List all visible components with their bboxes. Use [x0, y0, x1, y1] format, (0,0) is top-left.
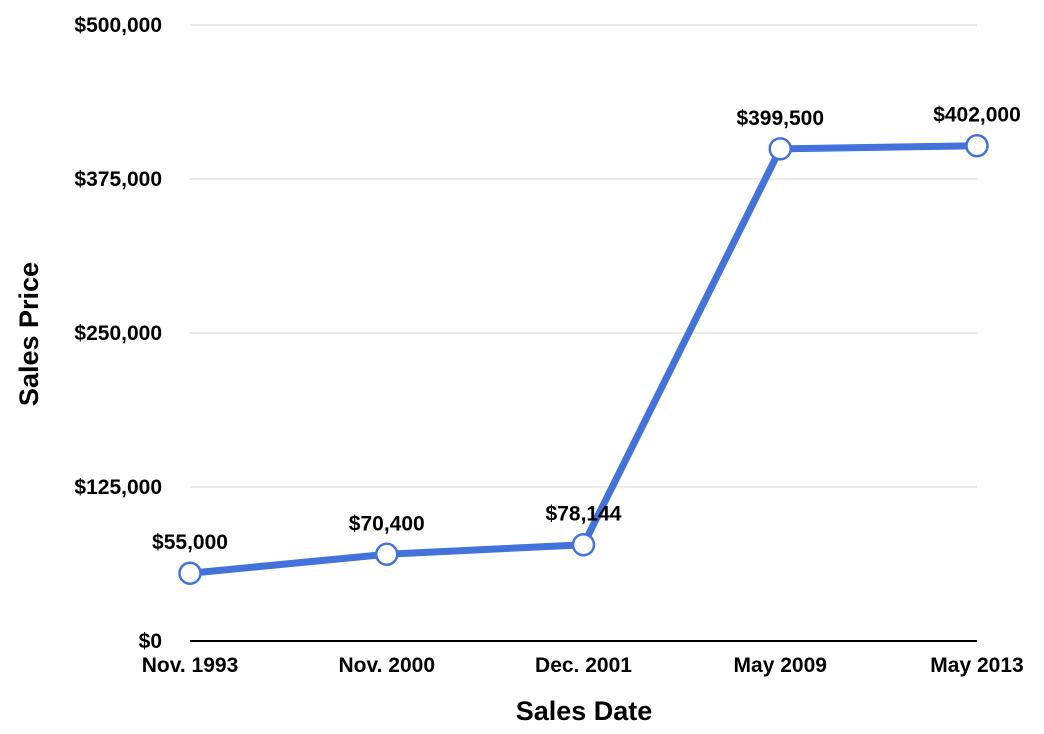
x-tick-label: May 2013	[930, 654, 1023, 677]
data-point-marker	[375, 542, 399, 567]
y-tick-label: $250,000	[74, 322, 162, 345]
data-point-marker	[571, 532, 596, 557]
y-tick-label: $500,000	[74, 14, 162, 37]
y-tick-label: $125,000	[74, 476, 162, 499]
data-point-marker	[178, 561, 202, 585]
data-point-markers	[178, 133, 989, 585]
data-label: $70,400	[349, 512, 425, 535]
data-point-marker	[768, 137, 792, 161]
data-label: $402,000	[933, 104, 1021, 127]
x-tick-label: May 2009	[734, 654, 827, 677]
x-axis-tick-labels: Nov. 1993 Nov. 2000 Dec. 2001 May 2009 May 2…	[142, 654, 1024, 677]
x-tick-label: Dec. 2001	[535, 654, 632, 677]
y-tick-label: $0	[139, 630, 162, 653]
x-axis-title: Sales Date	[516, 696, 653, 726]
gridlines	[190, 24, 977, 488]
x-tick-label: Nov. 2000	[339, 654, 436, 677]
y-axis-title: Sales Price	[14, 262, 44, 406]
data-labels: $55,000 $70,400 $78,144 $399,500 $402,000	[152, 104, 1021, 555]
x-tick-label: Nov. 1993	[142, 654, 239, 677]
data-point-marker	[965, 133, 989, 158]
data-label: $78,144	[546, 503, 622, 526]
data-label: $399,500	[736, 107, 824, 130]
data-label: $55,000	[152, 531, 228, 554]
y-axis-tick-labels: $0 $125,000 $250,000 $375,000 $500,000	[74, 14, 162, 653]
y-tick-label: $375,000	[74, 168, 162, 191]
